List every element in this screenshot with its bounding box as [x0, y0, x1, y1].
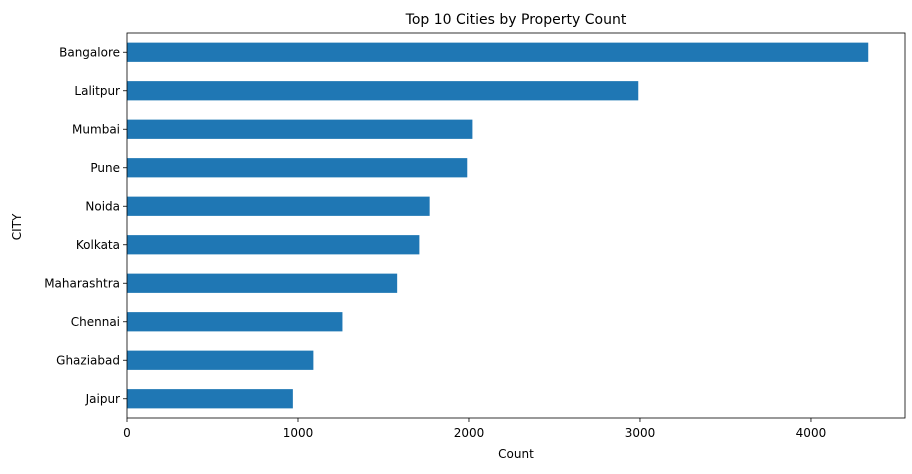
x-tick-label: 3000 — [625, 426, 656, 440]
bar-ghaziabad — [127, 350, 314, 370]
bar-jaipur — [127, 389, 293, 409]
chart-title: Top 10 Cities by Property Count — [405, 12, 627, 28]
bar-noida — [127, 196, 430, 216]
y-tick-label: Chennai — [71, 315, 120, 329]
bar-pune — [127, 158, 468, 178]
x-axis-label: Count — [498, 447, 534, 461]
x-tick-label: 4000 — [796, 426, 827, 440]
bar-maharashtra — [127, 273, 398, 293]
y-axis-label: CITY — [10, 213, 24, 240]
y-tick-label: Kolkata — [76, 238, 120, 252]
y-tick-label: Lalitpur — [74, 84, 120, 98]
y-tick-label: Mumbai — [72, 122, 120, 136]
y-tick-label: Bangalore — [59, 45, 120, 59]
y-tick-label: Ghaziabad — [56, 353, 120, 367]
plot-frame — [126, 32, 906, 419]
y-tick-label: Noida — [85, 199, 120, 213]
x-tick-label: 1000 — [283, 426, 314, 440]
bar-bangalore — [127, 42, 869, 62]
y-tick-label: Jaipur — [85, 392, 120, 406]
bar-chennai — [127, 312, 343, 332]
bar-kolkata — [127, 235, 420, 255]
plot-area: Bangalore Lalitpur Mumbai Pune Noida Kolkata M… — [44, 32, 906, 440]
bar-mumbai — [127, 119, 473, 139]
bar-lalitpur — [127, 81, 639, 101]
x-tick-label: 2000 — [454, 426, 485, 440]
y-tick-label: Pune — [90, 161, 120, 175]
x-tick-label: 0 — [123, 426, 131, 440]
y-tick-label: Maharashtra — [44, 276, 120, 290]
